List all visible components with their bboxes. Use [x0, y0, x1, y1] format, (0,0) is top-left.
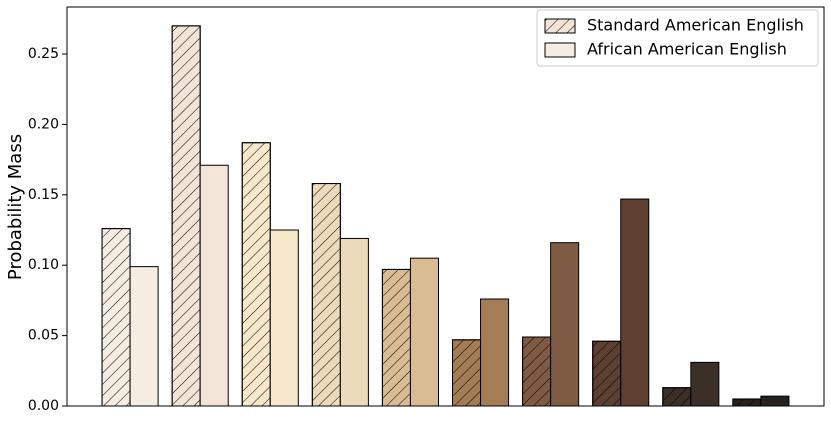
bar-hatch — [452, 339, 482, 407]
bar-hatch — [732, 398, 762, 407]
y-tick-label: 0.25 — [28, 46, 59, 62]
bar — [620, 198, 650, 407]
bar-hatch — [171, 25, 201, 407]
legend-swatch-hatch — [544, 18, 576, 34]
bar-hatch — [592, 340, 622, 407]
bar — [339, 237, 369, 407]
bar-hatch — [522, 336, 552, 407]
legend-box — [536, 9, 819, 67]
bar — [199, 164, 229, 407]
bar — [760, 395, 790, 407]
bar-hatch — [101, 228, 131, 407]
bar — [480, 298, 510, 407]
bar — [269, 229, 299, 407]
bar-hatch — [662, 387, 692, 407]
bar — [129, 266, 159, 407]
y-tick-label: 0.20 — [28, 116, 59, 132]
bar-hatch — [311, 183, 341, 407]
legend-label: African American English — [587, 40, 787, 59]
y-tick-label: 0.15 — [28, 187, 59, 203]
bar-hatch — [381, 268, 411, 407]
y-tick-label: 0.05 — [28, 328, 59, 344]
y-tick-label: 0.10 — [28, 257, 59, 273]
y-axis-label: Probability Mass — [5, 134, 26, 280]
bar — [550, 242, 580, 407]
legend-swatch — [544, 42, 576, 58]
legend-label: Standard American English — [587, 16, 804, 35]
plot-frame — [66, 6, 825, 407]
bar-hatch — [241, 142, 271, 407]
bar — [409, 257, 439, 407]
y-tick-label: 0.00 — [28, 398, 59, 414]
bar — [690, 361, 720, 407]
